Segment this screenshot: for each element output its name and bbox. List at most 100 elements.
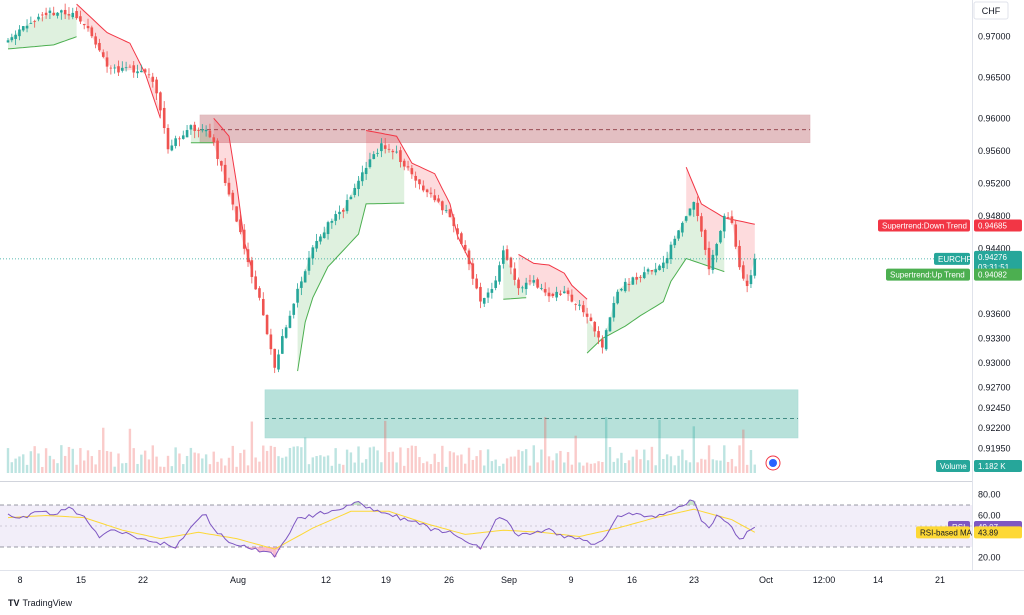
candle-body[interactable] [692, 202, 696, 210]
candle-body[interactable] [570, 294, 574, 302]
candle-body[interactable] [722, 215, 726, 232]
candle-body[interactable] [227, 182, 231, 195]
candle-body[interactable] [178, 138, 181, 140]
candle-body[interactable] [75, 11, 78, 19]
candle-body[interactable] [418, 179, 421, 185]
candle-body[interactable] [502, 250, 505, 264]
candle-body[interactable] [589, 317, 593, 322]
candle-body[interactable] [681, 222, 684, 233]
currency-button[interactable] [973, 1, 1009, 20]
candle-body[interactable] [585, 313, 589, 317]
candle-body[interactable] [513, 268, 517, 280]
candle-body[interactable] [345, 200, 349, 212]
candle-body[interactable] [90, 27, 94, 37]
candle-body[interactable] [601, 339, 604, 348]
candle-body[interactable] [395, 151, 398, 153]
candle-body[interactable] [311, 247, 315, 259]
candle-body[interactable] [273, 348, 276, 368]
candle-body[interactable] [208, 130, 212, 138]
candle-body[interactable] [684, 216, 688, 221]
candle-body[interactable] [246, 249, 250, 263]
candle-body[interactable] [414, 175, 417, 181]
candle-body[interactable] [25, 25, 29, 29]
candle-body[interactable] [726, 217, 730, 219]
candle-body[interactable] [616, 291, 619, 304]
candle-body[interactable] [155, 79, 158, 94]
candle-body[interactable] [109, 67, 113, 69]
tradingview-brand[interactable]: TV TradingView [8, 598, 72, 608]
candle-body[interactable] [425, 189, 429, 193]
candle-body[interactable] [86, 26, 90, 29]
candle-body[interactable] [528, 280, 532, 282]
candle-body[interactable] [201, 129, 204, 131]
candle-body[interactable] [505, 249, 509, 260]
candle-body[interactable] [654, 269, 657, 273]
time-axis[interactable]: 8 15 22 Aug 12 19 26 Sep 9 16 23 Oct 12:00 14 21 [17, 575, 945, 585]
candle-body[interactable] [509, 257, 513, 268]
candle-body[interactable] [536, 279, 539, 288]
candle-body[interactable] [387, 148, 391, 150]
candle-body[interactable] [300, 281, 303, 288]
candle-body[interactable] [101, 52, 105, 57]
candle-body[interactable] [250, 260, 254, 277]
candle-body[interactable] [463, 244, 467, 251]
candle-body[interactable] [212, 137, 216, 143]
candle-body[interactable] [231, 192, 235, 205]
candle-body[interactable] [627, 284, 631, 285]
candle-body[interactable] [124, 67, 128, 69]
candle-body[interactable] [170, 145, 174, 151]
candle-body[interactable] [540, 288, 543, 289]
candle-body[interactable] [753, 258, 757, 276]
candle-body[interactable] [551, 293, 555, 297]
candle-body[interactable] [623, 281, 627, 292]
candle-body[interactable] [471, 263, 475, 279]
candle-body[interactable] [448, 209, 452, 218]
candle-body[interactable] [376, 152, 379, 154]
candle-body[interactable] [6, 40, 10, 43]
candle-body[interactable] [669, 244, 673, 260]
rsi-pane[interactable] [0, 499, 972, 558]
candle-body[interactable] [140, 70, 143, 73]
candle-body[interactable] [185, 130, 189, 138]
candle-body[interactable] [296, 288, 299, 303]
candle-body[interactable] [29, 23, 33, 24]
candle-body[interactable] [14, 34, 17, 39]
candle-body[interactable] [353, 187, 357, 196]
candle-body[interactable] [292, 303, 296, 315]
candle-body[interactable] [452, 217, 456, 227]
candle-body[interactable] [143, 69, 147, 73]
candle-body[interactable] [410, 168, 414, 175]
candle-body[interactable] [63, 9, 67, 15]
candle-body[interactable] [303, 271, 307, 283]
candle-body[interactable] [48, 10, 52, 14]
candle-body[interactable] [269, 334, 273, 350]
candle-body[interactable] [703, 230, 707, 250]
candle-body[interactable] [639, 277, 642, 278]
candle-body[interactable] [646, 269, 650, 272]
candle-body[interactable] [665, 258, 669, 264]
candle-body[interactable] [719, 230, 722, 243]
candle-body[interactable] [37, 16, 40, 20]
candle-body[interactable] [105, 57, 109, 67]
candle-body[interactable] [406, 166, 410, 168]
candle-body[interactable] [288, 315, 292, 328]
candle-body[interactable] [193, 124, 196, 131]
candle-body[interactable] [383, 145, 387, 149]
candle-body[interactable] [380, 143, 383, 152]
candle-body[interactable] [494, 280, 497, 288]
candle-body[interactable] [524, 282, 528, 290]
candle-body[interactable] [498, 265, 501, 282]
candle-body[interactable] [399, 150, 402, 163]
candle-body[interactable] [475, 278, 478, 289]
candle-body[interactable] [597, 331, 600, 338]
candle-body[interactable] [357, 180, 360, 190]
candle-body[interactable] [79, 16, 82, 22]
candle-body[interactable] [254, 276, 257, 290]
candle-body[interactable] [307, 257, 311, 271]
candle-body[interactable] [281, 336, 284, 354]
candle-body[interactable] [319, 236, 322, 242]
candle-body[interactable] [147, 74, 151, 76]
candle-body[interactable] [688, 208, 692, 216]
candle-body[interactable] [479, 286, 482, 302]
candle-body[interactable] [696, 202, 699, 217]
